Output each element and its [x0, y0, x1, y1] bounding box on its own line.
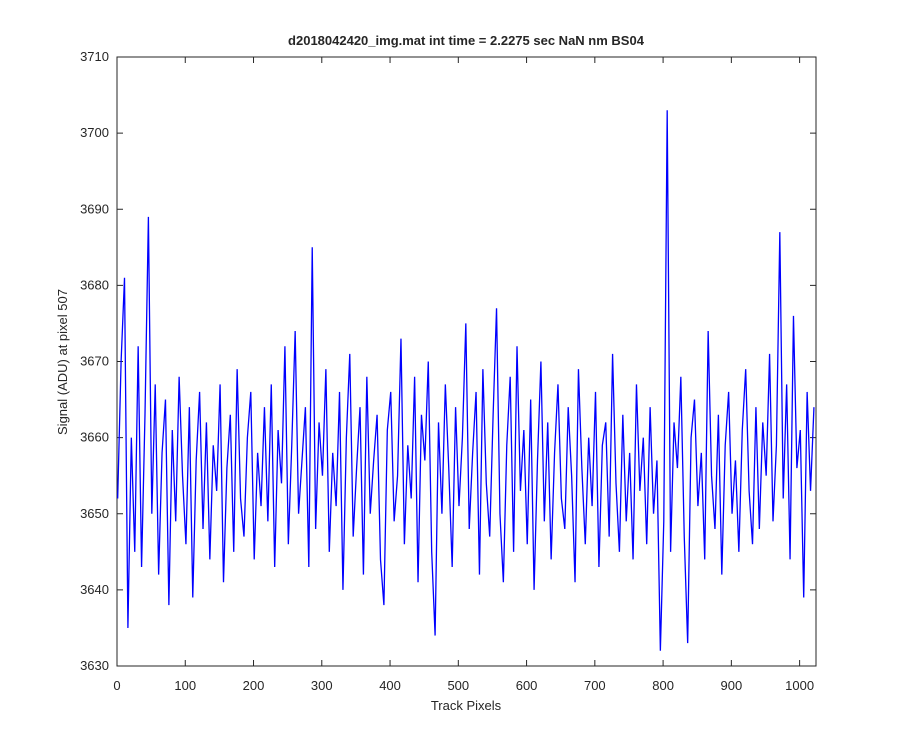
- y-tick-label: 3660: [80, 430, 109, 445]
- x-tick-label: 900: [721, 678, 743, 693]
- y-tick-label: 3650: [80, 506, 109, 521]
- x-axis-label: Track Pixels: [431, 698, 502, 713]
- y-axis-label: Signal (ADU) at pixel 507: [55, 289, 70, 435]
- x-tick-label: 300: [311, 678, 333, 693]
- y-tick-label: 3690: [80, 201, 109, 216]
- chart-title: d2018042420_img.mat int time = 2.2275 se…: [288, 33, 645, 48]
- x-tick-label: 100: [174, 678, 196, 693]
- x-tick-label: 400: [379, 678, 401, 693]
- y-tick-label: 3700: [80, 125, 109, 140]
- y-tick-label: 3630: [80, 658, 109, 673]
- y-tick-label: 3710: [80, 49, 109, 64]
- x-tick-label: 200: [243, 678, 265, 693]
- x-tick-label: 500: [447, 678, 469, 693]
- y-tick-label: 3670: [80, 354, 109, 369]
- x-tick-label: 700: [584, 678, 606, 693]
- y-tick-label: 3640: [80, 582, 109, 597]
- x-tick-label: 800: [652, 678, 674, 693]
- x-tick-label: 1000: [785, 678, 814, 693]
- y-tick-label: 3680: [80, 277, 109, 292]
- data-line: [117, 110, 815, 651]
- x-tick-label: 600: [516, 678, 538, 693]
- x-tick-label: 0: [113, 678, 120, 693]
